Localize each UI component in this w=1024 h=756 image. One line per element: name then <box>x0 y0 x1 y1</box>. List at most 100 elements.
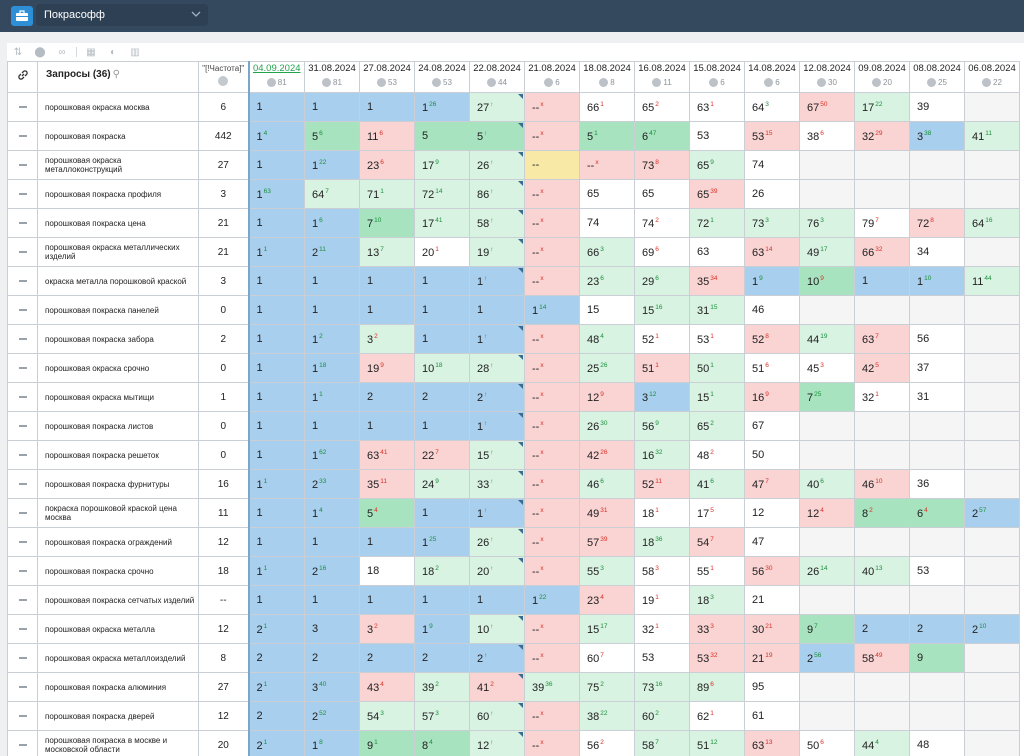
position-cell[interactable]: 652 <box>634 92 690 122</box>
position-cell[interactable]: 65 <box>579 179 635 209</box>
position-cell[interactable] <box>854 527 910 557</box>
position-cell[interactable]: 4419 <box>799 324 855 354</box>
position-cell[interactable]: 482 <box>689 440 745 470</box>
settings-icon[interactable] <box>218 76 229 86</box>
position-cell[interactable]: 64 <box>909 498 965 528</box>
position-cell[interactable]: 26 <box>744 179 800 209</box>
position-cell[interactable]: 6313 <box>744 730 800 756</box>
row-toggle[interactable] <box>7 92 38 122</box>
position-cell[interactable]: 19↑ <box>469 237 525 267</box>
date-column-header[interactable]: 16.08.2024 11 <box>634 61 690 93</box>
position-cell[interactable]: 11 <box>247 237 305 267</box>
position-cell[interactable]: 2↑ <box>469 643 525 673</box>
position-cell[interactable]: 1 <box>247 440 305 470</box>
row-toggle[interactable] <box>7 353 38 383</box>
date-label[interactable]: 27.08.2024 <box>363 63 411 74</box>
position-cell[interactable]: 553 <box>579 556 635 586</box>
position-cell[interactable]: 210 <box>964 614 1020 644</box>
position-cell[interactable]: 179 <box>414 150 470 180</box>
position-cell[interactable]: 631 <box>689 92 745 122</box>
position-cell[interactable]: 5315 <box>744 121 800 151</box>
position-cell[interactable] <box>964 150 1020 180</box>
position-cell[interactable]: 21 <box>247 730 305 756</box>
query-text[interactable]: окраска металла порошковой краской <box>37 266 199 296</box>
position-cell[interactable]: 18 <box>304 730 360 756</box>
position-cell[interactable]: 14 <box>304 498 360 528</box>
position-cell[interactable]: 236 <box>359 150 415 180</box>
position-cell[interactable]: 321 <box>634 614 690 644</box>
position-cell[interactable]: 5630 <box>744 556 800 586</box>
position-cell[interactable]: 12 <box>744 498 800 528</box>
position-cell[interactable]: 1 <box>359 411 415 441</box>
position-cell[interactable]: 2 <box>854 614 910 644</box>
position-cell[interactable] <box>964 353 1020 383</box>
position-cell[interactable]: 501 <box>689 353 745 383</box>
row-toggle[interactable] <box>7 498 38 528</box>
row-toggle[interactable] <box>7 643 38 673</box>
position-cell[interactable]: 46 <box>744 295 800 325</box>
row-toggle[interactable] <box>7 208 38 238</box>
position-cell[interactable]: 3229 <box>854 121 910 151</box>
position-cell[interactable]: 1516 <box>634 295 690 325</box>
position-cell[interactable]: --x <box>524 92 580 122</box>
position-cell[interactable]: 569 <box>634 411 690 441</box>
position-cell[interactable]: 1 <box>247 382 305 412</box>
position-cell[interactable]: --x <box>524 179 580 209</box>
position-cell[interactable]: 191 <box>634 585 690 615</box>
position-cell[interactable]: 21 <box>247 614 305 644</box>
position-cell[interactable]: 621 <box>689 701 745 731</box>
position-cell[interactable]: 406 <box>799 469 855 499</box>
position-cell[interactable]: --x <box>524 498 580 528</box>
position-cell[interactable]: 124 <box>799 498 855 528</box>
position-cell[interactable]: 211 <box>304 237 360 267</box>
date-column-header[interactable]: 06.08.2024 22 <box>964 61 1020 93</box>
position-cell[interactable]: 36 <box>909 469 965 499</box>
position-cell[interactable]: 1 <box>414 266 470 296</box>
position-cell[interactable]: 1 <box>304 295 360 325</box>
date-column-header[interactable]: 27.08.2024 53 <box>359 61 415 93</box>
position-cell[interactable]: 521 <box>634 324 690 354</box>
position-cell[interactable]: 2 <box>359 382 415 412</box>
position-cell[interactable]: 2↑ <box>469 382 525 412</box>
date-label[interactable]: 09.08.2024 <box>858 63 906 74</box>
position-cell[interactable]: 1 <box>247 585 305 615</box>
position-cell[interactable]: 129 <box>579 382 635 412</box>
query-text[interactable]: порошковая окраска москва <box>37 92 199 122</box>
query-text[interactable]: порошковая покраска <box>37 121 199 151</box>
contrast-icon[interactable]: ◐ <box>109 46 117 58</box>
position-cell[interactable]: 5849 <box>854 643 910 673</box>
position-cell[interactable]: 412 <box>469 672 525 702</box>
position-cell[interactable]: 1 <box>304 92 360 122</box>
position-cell[interactable] <box>964 92 1020 122</box>
query-text[interactable]: порошковая покраска дверей <box>37 701 199 731</box>
position-cell[interactable]: 511 <box>634 353 690 383</box>
row-toggle[interactable] <box>7 266 38 296</box>
row-toggle[interactable] <box>7 469 38 499</box>
position-cell[interactable] <box>909 701 965 731</box>
position-cell[interactable]: 37 <box>909 353 965 383</box>
position-cell[interactable]: 1 <box>247 324 305 354</box>
position-cell[interactable]: 31 <box>909 382 965 412</box>
position-cell[interactable]: 3534 <box>689 266 745 296</box>
position-cell[interactable]: 2 <box>247 701 305 731</box>
position-cell[interactable]: 252 <box>304 701 360 731</box>
position-cell[interactable] <box>964 179 1020 209</box>
position-cell[interactable]: 3511 <box>359 469 415 499</box>
date-column-header[interactable]: 15.08.2024 6 <box>689 61 745 93</box>
position-cell[interactable]: 199 <box>359 353 415 383</box>
position-cell[interactable]: 34 <box>909 237 965 267</box>
position-cell[interactable] <box>964 237 1020 267</box>
position-cell[interactable]: 659 <box>689 150 745 180</box>
position-cell[interactable]: --x <box>524 324 580 354</box>
query-text[interactable]: порошковая покраска панелей <box>37 295 199 325</box>
position-cell[interactable] <box>799 701 855 731</box>
position-cell[interactable]: 1 <box>414 585 470 615</box>
position-cell[interactable]: 637 <box>854 324 910 354</box>
position-cell[interactable] <box>909 440 965 470</box>
position-cell[interactable] <box>799 585 855 615</box>
position-cell[interactable]: --x <box>524 614 580 644</box>
position-cell[interactable]: 60↑ <box>469 701 525 731</box>
position-cell[interactable]: --x <box>524 208 580 238</box>
position-cell[interactable]: 126 <box>414 92 470 122</box>
date-column-header[interactable]: 12.08.2024 30 <box>799 61 855 93</box>
